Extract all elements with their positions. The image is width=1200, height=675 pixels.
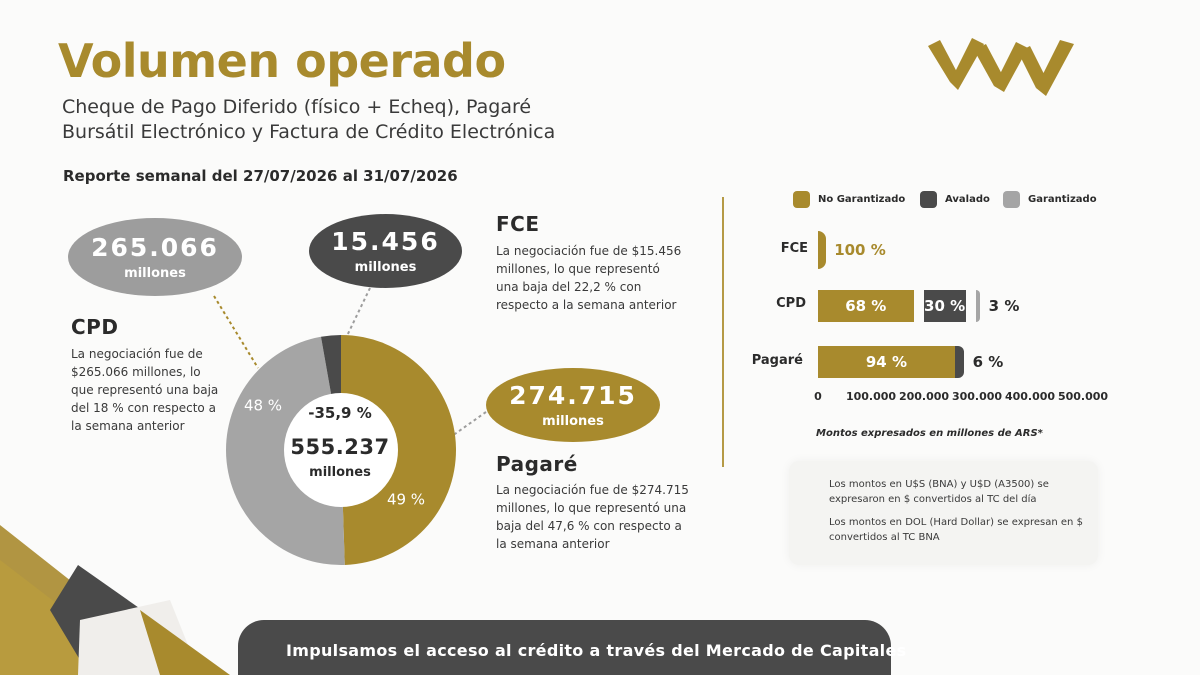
cpd-volume-value: 265.066 [91,232,219,262]
cpd-description: La negociación fue de $265.066 millones,… [71,347,219,433]
footer-banner: Impulsamos el acceso al crédito a través… [238,620,906,675]
fce-connector [344,287,371,341]
legend-no-garantizado: No Garantizado [793,191,905,208]
cpd-volume-unit: millones [124,265,186,281]
bar-category-cpd: CPD [776,296,806,311]
page-title: Volumen operado [58,34,506,88]
cpd-connector [213,295,259,369]
pagare-connector [451,411,487,437]
pagare-description: La negociación fue de $274.715 millones,… [496,483,689,551]
legend-swatch-no-garantizado [793,191,810,208]
fce-volume-value: 15.456 [331,226,440,256]
fce-volume-unit: millones [354,259,417,275]
fx-info-box: Los montos en U$S (BNA) y U$D (A3500) se… [789,461,1098,565]
fce-description: La negociación fue de $15.456 millones, … [496,244,682,312]
mav-logo [928,38,1074,96]
amounts-note: Montos expresados en millones de ARS* [816,428,1043,439]
legend-swatch-avalado [920,191,937,208]
fx-info-usd: Los montos en U$S (BNA) y U$D (A3500) se… [829,479,1049,505]
fce-title: FCE [496,212,540,236]
cpd-volume-bubble: 265.066 millones [68,218,242,296]
fce-volume-bubble: 15.456 millones [309,214,462,288]
legend-label: Avalado [945,194,990,205]
donut-center-unit: millones [309,465,371,480]
pagare-volume-value: 274.715 [509,380,637,410]
donut-slice-pagare [341,335,457,565]
vertical-divider [722,197,724,467]
page-subtitle: Cheque de Pago Diferido (físico + Echeq)… [62,96,556,143]
legend-label: No Garantizado [818,194,906,205]
donut-chart: 49 % 48 % [213,287,487,565]
legend-label: Garantizado [1028,194,1097,205]
pagare-volume-bubble: 274.715 millones [486,368,660,442]
donut-center-total: 555.237 [290,435,390,459]
footer-text: Impulsamos el acceso al crédito a través… [286,640,907,660]
pagare-volume-unit: millones [542,413,604,429]
report-period: Reporte semanal del 27/07/2026 al 31/07/… [63,167,458,185]
cpd-title: CPD [71,315,119,339]
legend-swatch-garantizado [1003,191,1020,208]
bar-category-fce: FCE [780,241,808,256]
donut-label-cpd: 48 % [244,397,282,415]
bar-category-pagare: Pagaré [751,353,803,368]
legend-avalado: Avalado [920,191,990,208]
donut-hole [284,393,398,507]
pagare-title: Pagaré [496,452,578,476]
legend-garantizado: Garantizado [1003,191,1097,208]
donut-center-change: -35,9 % [308,404,372,422]
fx-info-dol: Los montos en DOL (Hard Dollar) se expre… [829,517,1083,543]
donut-label-pagare: 49 % [387,491,425,509]
